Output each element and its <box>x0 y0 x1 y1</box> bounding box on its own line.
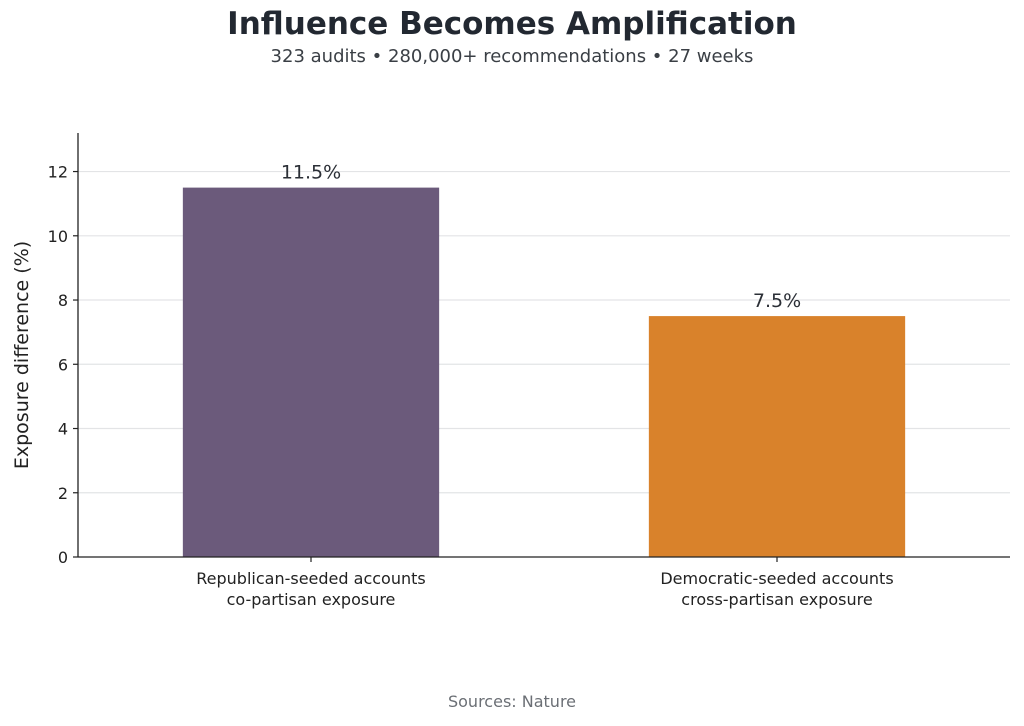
x-tick-label-line: Democratic-seeded accounts <box>660 569 893 588</box>
bars <box>182 187 906 557</box>
x-tick-label-line: Republican-seeded accounts <box>196 569 425 588</box>
x-tick-label-line: cross-partisan exposure <box>681 590 872 609</box>
x-tick-label: Republican-seeded accounts co-partisan ex… <box>196 569 425 609</box>
bar-republican <box>182 187 440 557</box>
y-tick-label: 6 <box>58 355 68 374</box>
chart-title: Influence Becomes Amplification <box>227 6 797 42</box>
x-tick-label-line: co-partisan exposure <box>227 590 396 609</box>
x-tick-label: Democratic-seeded accounts cross-partisan… <box>660 569 893 609</box>
y-tick-label: 0 <box>58 548 68 567</box>
y-tick-label: 2 <box>58 484 68 503</box>
data-labels: 11.5% 7.5% <box>281 162 801 312</box>
y-tick-label: 8 <box>58 291 68 310</box>
y-axis-title: Exposure difference (%) <box>11 241 33 469</box>
y-tick-label: 10 <box>48 227 68 246</box>
source-note: Sources: Nature <box>447 692 577 711</box>
data-label: 11.5% <box>281 162 341 184</box>
chart-subtitle: 323 audits • 280,000+ recommendations • … <box>270 46 754 67</box>
y-tick-label: 4 <box>58 420 68 439</box>
x-axis-ticks: Republican-seeded accounts co-partisan ex… <box>196 557 894 609</box>
data-label: 7.5% <box>753 290 801 312</box>
bar-democratic <box>648 316 906 557</box>
y-axis-ticks: 0 2 4 6 8 10 12 <box>48 163 78 567</box>
y-tick-label: 12 <box>48 163 68 182</box>
